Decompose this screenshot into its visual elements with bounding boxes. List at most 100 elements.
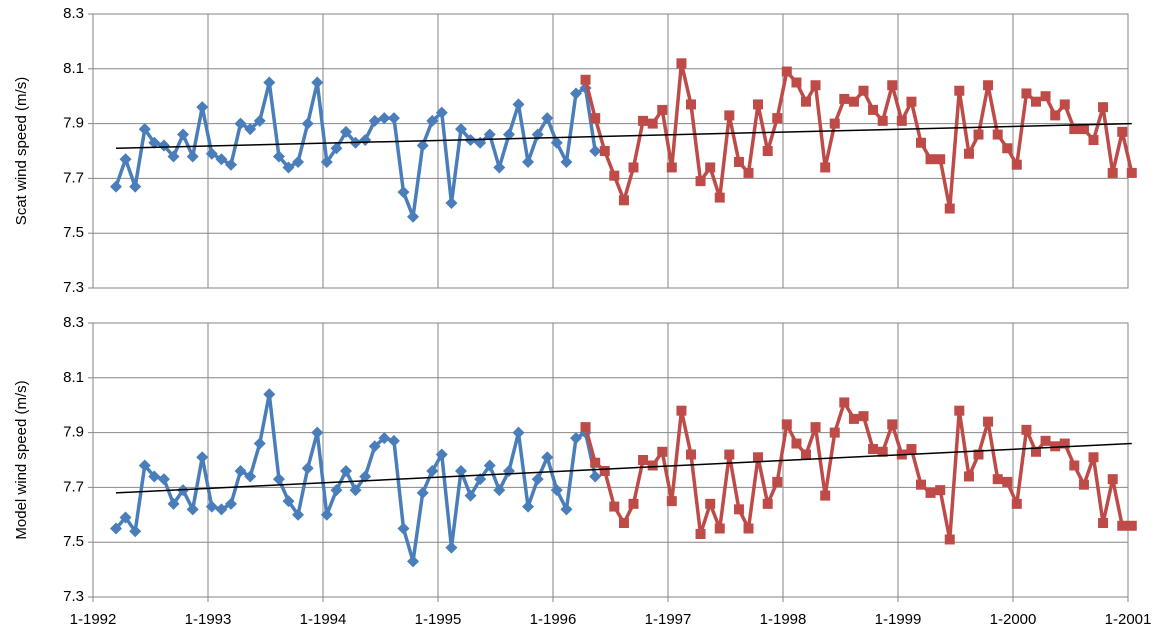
marker bbox=[935, 485, 946, 496]
marker bbox=[464, 489, 477, 502]
marker bbox=[810, 422, 821, 433]
marker bbox=[590, 457, 601, 468]
marker bbox=[1021, 424, 1032, 435]
marker bbox=[733, 156, 744, 167]
marker bbox=[234, 117, 247, 130]
x-tick-label: 1-1997 bbox=[645, 611, 692, 628]
marker bbox=[330, 142, 343, 155]
marker bbox=[638, 115, 649, 126]
marker bbox=[148, 470, 161, 483]
x-tick-label: 1-2001 bbox=[1105, 611, 1152, 628]
marker bbox=[638, 455, 649, 465]
marker bbox=[609, 501, 620, 512]
marker bbox=[1031, 446, 1041, 457]
marker bbox=[282, 495, 295, 508]
marker bbox=[944, 534, 955, 545]
marker bbox=[589, 145, 602, 157]
marker bbox=[762, 498, 773, 509]
marker bbox=[483, 128, 496, 141]
marker bbox=[157, 473, 170, 486]
marker bbox=[714, 523, 725, 534]
marker bbox=[272, 473, 285, 486]
marker bbox=[781, 419, 792, 430]
marker bbox=[435, 106, 448, 119]
marker bbox=[954, 85, 965, 96]
marker bbox=[848, 96, 859, 107]
marker bbox=[378, 432, 391, 445]
marker bbox=[628, 162, 639, 173]
marker bbox=[205, 147, 218, 160]
marker bbox=[1059, 438, 1070, 449]
marker bbox=[215, 153, 228, 166]
marker bbox=[215, 503, 228, 516]
marker bbox=[397, 522, 410, 535]
marker bbox=[801, 96, 811, 107]
y-tick-label: 7.9 bbox=[63, 115, 84, 132]
marker bbox=[157, 139, 170, 152]
marker bbox=[877, 446, 888, 457]
y-axis-label: Model wind speed (m/s) bbox=[13, 380, 30, 539]
marker bbox=[1126, 520, 1137, 531]
marker bbox=[791, 438, 802, 449]
marker bbox=[301, 117, 314, 130]
marker bbox=[1069, 460, 1080, 471]
marker bbox=[407, 210, 420, 223]
marker bbox=[119, 511, 132, 524]
marker bbox=[541, 112, 554, 125]
marker bbox=[753, 99, 764, 110]
marker bbox=[512, 426, 525, 439]
marker bbox=[666, 162, 677, 173]
marker bbox=[1117, 520, 1128, 531]
y-axis-label: Scat wind speed (m/s) bbox=[13, 77, 30, 225]
marker bbox=[1126, 167, 1137, 178]
marker bbox=[599, 146, 610, 156]
marker bbox=[435, 448, 448, 461]
marker bbox=[791, 77, 802, 88]
marker bbox=[983, 80, 994, 91]
marker bbox=[599, 465, 610, 476]
x-tick-label: 1-1993 bbox=[185, 611, 232, 628]
marker bbox=[983, 416, 994, 427]
marker bbox=[935, 154, 946, 165]
marker bbox=[686, 99, 696, 110]
marker bbox=[167, 497, 180, 510]
marker bbox=[320, 508, 333, 521]
marker bbox=[1002, 143, 1013, 154]
marker bbox=[724, 110, 735, 121]
marker bbox=[925, 487, 936, 498]
marker bbox=[1078, 124, 1089, 135]
marker bbox=[570, 432, 582, 445]
marker bbox=[349, 484, 362, 497]
marker bbox=[1088, 135, 1099, 146]
marker bbox=[311, 76, 324, 89]
marker bbox=[839, 397, 850, 408]
marker bbox=[263, 388, 276, 401]
x-tick-label: 1-2000 bbox=[990, 611, 1037, 628]
marker bbox=[474, 473, 487, 486]
marker bbox=[225, 497, 237, 510]
marker bbox=[1098, 518, 1109, 529]
marker bbox=[762, 146, 773, 156]
marker bbox=[1088, 452, 1099, 463]
marker bbox=[311, 426, 324, 439]
y-tick-label: 7.7 bbox=[63, 478, 84, 495]
marker bbox=[493, 161, 506, 174]
x-tick-label: 1-1992 bbox=[70, 611, 117, 628]
marker bbox=[1069, 124, 1080, 135]
marker bbox=[110, 522, 122, 535]
marker bbox=[1021, 88, 1032, 99]
x-tick-label: 1-1995 bbox=[415, 611, 462, 628]
marker bbox=[253, 437, 266, 450]
marker bbox=[781, 66, 792, 77]
y-tick-label: 7.7 bbox=[63, 169, 84, 186]
marker bbox=[858, 411, 869, 422]
marker bbox=[263, 76, 276, 89]
y-tick-label: 7.5 bbox=[63, 224, 84, 241]
marker bbox=[992, 129, 1003, 140]
y-tick-label: 7.3 bbox=[63, 588, 84, 605]
marker bbox=[772, 476, 783, 487]
marker bbox=[829, 118, 840, 129]
marker bbox=[887, 80, 898, 91]
marker bbox=[541, 451, 554, 464]
